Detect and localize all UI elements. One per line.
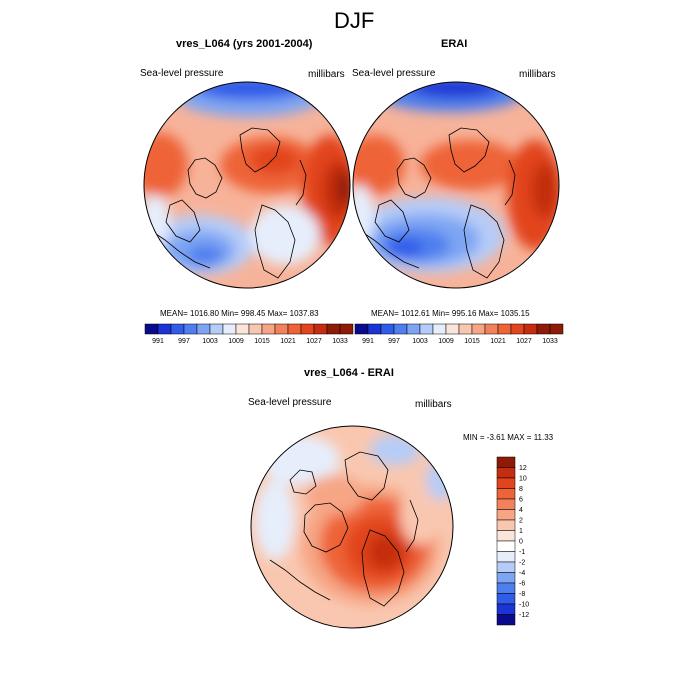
colorbar-diff-tick-label: 2 [519, 518, 523, 525]
colorbar-model-box [287, 323, 302, 335]
colorbar-obs-box [458, 323, 473, 335]
colorbar-model-box [157, 323, 172, 335]
colorbar-model-tick-label: 991 [152, 338, 164, 345]
colorbar-diff-box [496, 572, 516, 584]
colorbar-obs-box [393, 323, 408, 335]
map-diff-slp [250, 425, 454, 629]
colorbar-diff-box [496, 456, 516, 468]
colorbar-model-box [170, 323, 185, 335]
colorbar-model-box [144, 323, 159, 335]
colorbar-obs-tick-label: 1033 [542, 338, 558, 345]
colorbar-obs-tick-label: 1015 [464, 338, 480, 345]
colorbar-model-box [235, 323, 250, 335]
colorbar-diff-box [496, 561, 516, 573]
colorbar-diff-box [496, 582, 516, 594]
colorbar-model-box [326, 323, 341, 335]
panel-label-obs-units: millibars [519, 69, 556, 80]
colorbar-model-box [339, 323, 354, 335]
colorbar-model-box [274, 323, 289, 335]
panel-label-model-variable: Sea-level pressure [140, 68, 224, 79]
colorbar-obs-box [380, 323, 395, 335]
colorbar-diff-tick-label: -12 [519, 612, 529, 619]
colorbar-obs: 991 997 1003 1009 1015 1021 1027 1033 [354, 323, 564, 345]
panel-label-diff-units: millibars [415, 399, 452, 410]
colorbar-diff-tick-label: -6 [519, 581, 525, 588]
colorbar-diff-tick-label: 12 [519, 465, 527, 472]
colorbar-diff-tick-label: 4 [519, 507, 523, 514]
colorbar-diff-box [496, 519, 516, 531]
colorbar-obs-tick-label: 991 [362, 338, 374, 345]
figure-title: DJF [334, 8, 375, 33]
colorbar-diff-tick-label: 1 [519, 528, 523, 535]
colorbar-obs-box [354, 323, 369, 335]
colorbar-obs-box [445, 323, 460, 335]
colorbar-obs-box [484, 323, 499, 335]
colorbar-model-box [300, 323, 315, 335]
colorbar-diff-box [496, 603, 516, 615]
colorbar-diff-tick-label: -4 [519, 570, 525, 577]
colorbar-diff-box [496, 551, 516, 563]
panel-stats-model: MEAN= 1016.80 Min= 998.45 Max= 1037.83 [160, 309, 319, 318]
colorbar-obs-tick-label: 1003 [412, 338, 428, 345]
colorbar-model-box [183, 323, 198, 335]
colorbar-model-tick-label: 1009 [228, 338, 244, 345]
colorbar-obs-tick-label: 1027 [516, 338, 532, 345]
colorbar-model-tick-label: 1021 [280, 338, 296, 345]
colorbar-obs-box [523, 323, 538, 335]
colorbar-model-tick-label: 1027 [306, 338, 322, 345]
panel-label-diff-variable: Sea-level pressure [248, 397, 332, 408]
colorbar-obs-box [432, 323, 447, 335]
colorbar-diff-box [496, 488, 516, 500]
colorbar-diff-box [496, 530, 516, 542]
colorbar-model-tick-label: 1015 [254, 338, 270, 345]
colorbar-diff-box [496, 498, 516, 510]
panel-stats-diff: MIN = -3.61 MAX = 11.33 [463, 433, 554, 442]
colorbar-obs-tick-label: 1021 [490, 338, 506, 345]
colorbar-diff-box [496, 540, 516, 552]
colorbar-diff-tick-label: 10 [519, 476, 527, 483]
colorbar-model-box [209, 323, 224, 335]
colorbar-obs-box [497, 323, 512, 335]
panel-label-obs-variable: Sea-level pressure [352, 68, 436, 79]
colorbar-diff-box [496, 467, 516, 479]
colorbar-model-box [261, 323, 276, 335]
colorbar-diff-box [496, 509, 516, 521]
colorbar-model-box [222, 323, 237, 335]
colorbar-obs-box [549, 323, 564, 335]
colorbar-model: 991 997 1003 1009 1015 1021 1027 1033 [144, 323, 354, 345]
panel-label-model-units: millibars [308, 69, 345, 80]
colorbar-model-tick-label: 997 [178, 338, 190, 345]
colorbar-obs-tick-label: 1009 [438, 338, 454, 345]
colorbar-obs-box [510, 323, 525, 335]
colorbar-diff-tick-label: 6 [519, 497, 523, 504]
colorbar-obs-box [367, 323, 382, 335]
colorbar-diff-box [496, 614, 516, 626]
colorbar-diff-box [496, 477, 516, 489]
colorbar-diff-tick-label: -10 [519, 602, 529, 609]
colorbar-model-box [313, 323, 328, 335]
colorbar-model-box [196, 323, 211, 335]
colorbar-diff-tick-label: -1 [519, 549, 525, 556]
colorbar-obs-tick-label: 997 [388, 338, 400, 345]
panel-title-model: vres_L064 (yrs 2001-2004) [176, 38, 313, 50]
panel-stats-obs: MEAN= 1012.61 Min= 995.16 Max= 1035.15 [371, 309, 530, 318]
map-model-slp [143, 81, 351, 289]
colorbar-diff-tick-label: -2 [519, 560, 525, 567]
colorbar-diff-tick-label: 0 [519, 539, 523, 546]
panel-title-obs: ERAI [441, 38, 468, 50]
colorbar-obs-box [419, 323, 434, 335]
colorbar-obs-box [406, 323, 421, 335]
colorbar-diff-box [496, 593, 516, 605]
colorbar-model-tick-label: 1003 [202, 338, 218, 345]
map-obs-slp [352, 81, 560, 289]
colorbar-obs-box [536, 323, 551, 335]
colorbar-diff-tick-label: -8 [519, 591, 525, 598]
colorbar-diff-tick-label: 8 [519, 486, 523, 493]
colorbar-obs-box [471, 323, 486, 335]
panel-title-diff: vres_L064 - ERAI [304, 367, 394, 379]
colorbar-model-tick-label: 1033 [332, 338, 348, 345]
colorbar-model-box [248, 323, 263, 335]
